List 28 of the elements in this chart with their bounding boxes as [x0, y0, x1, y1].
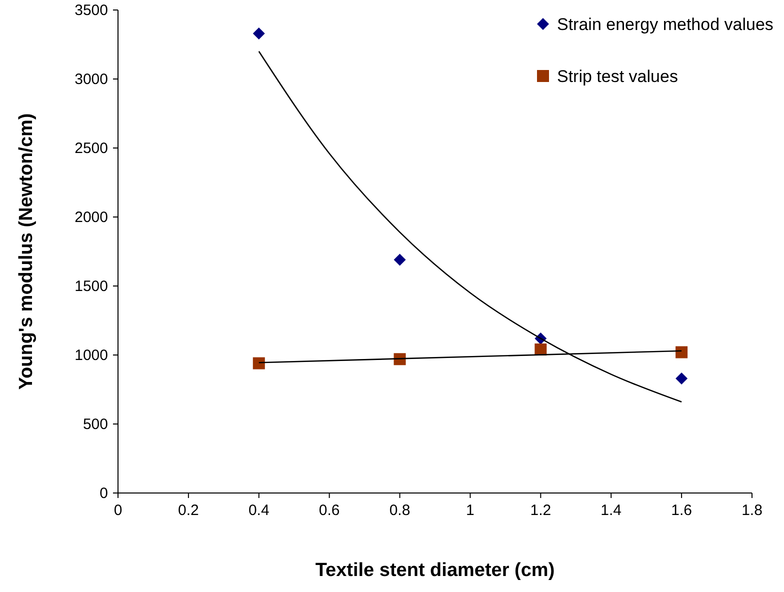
x-tick-label: 1.8: [742, 502, 762, 519]
point: [676, 372, 688, 384]
y-tick-label: 2000: [74, 209, 108, 226]
y-tick-label: 1500: [74, 278, 108, 295]
legend-label: Strain energy method values: [557, 15, 774, 34]
x-tick-label: 1.2: [530, 502, 552, 519]
y-tick-label: 0: [100, 485, 108, 502]
x-tick-label: 0.8: [389, 502, 410, 519]
point: [394, 254, 406, 266]
y-tick-label: 3500: [74, 2, 108, 19]
y-tick-label: 500: [82, 416, 108, 433]
y-tick-label: 2500: [74, 140, 108, 157]
y-tick-label: 1000: [74, 347, 108, 364]
x-axis-title: Textile stent diameter (cm): [315, 560, 555, 581]
y-tick-label: 3000: [74, 71, 108, 88]
point: [252, 357, 265, 370]
x-tick-label: 0: [114, 502, 122, 519]
point: [252, 27, 265, 40]
y-axis-title: Young's modulus (Newton/cm): [16, 113, 37, 390]
x-tick-label: 0.2: [178, 502, 199, 519]
x-tick-label: 0.4: [248, 502, 270, 519]
x-tick-label: 1.6: [671, 502, 692, 519]
x-tick-label: 1.4: [600, 502, 622, 519]
x-tick-label: 0.6: [318, 502, 340, 519]
x-tick-label: 1: [466, 502, 474, 519]
legend-label: Strip test values: [557, 67, 678, 86]
line-series: [258, 50, 682, 403]
point: [676, 346, 688, 358]
